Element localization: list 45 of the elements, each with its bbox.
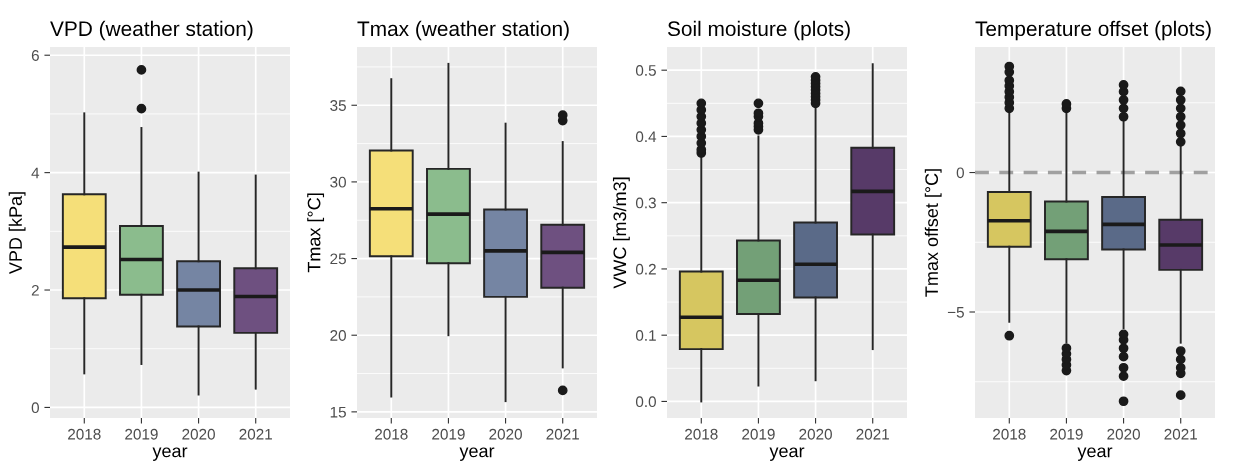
y-tick-label: 0.2 [635, 263, 656, 275]
y-axis-title: VPD [kPa] [8, 192, 26, 275]
y-tick-label: 0.1 [635, 330, 656, 341]
x-tick-label: 2019 [125, 428, 158, 440]
y-tick-label: 4 [31, 167, 40, 179]
chart-title: VPD (weather station) [50, 20, 253, 41]
x-tick-label: 2021 [856, 428, 889, 440]
y-tick-label: 35 [330, 100, 346, 111]
x-axis-title: year [459, 447, 495, 461]
y-tick-label: 20 [330, 330, 346, 341]
y-axis-title: VWC [m3/m3] [612, 177, 630, 289]
x-tick-label: 2019 [432, 428, 465, 440]
y-tick-label: 6 [31, 50, 39, 61]
x-tick-label: 2019 [742, 428, 775, 440]
chart-title: Tmax (weather station) [357, 20, 569, 41]
y-tick-label: 30 [330, 176, 346, 188]
x-tick-label: 2018 [993, 428, 1026, 440]
y-tick-label: −5 [947, 307, 964, 318]
y-axis-title: Tmax [°C] [307, 193, 325, 273]
y-tick-label: 0.4 [635, 131, 657, 143]
x-tick-label: 2019 [1050, 428, 1083, 440]
chart-title: Temperature offset (plots) [975, 20, 1211, 41]
x-tick-label: 2020 [1107, 428, 1140, 440]
y-tick-label: 0.5 [635, 65, 656, 76]
y-tick-label: 0.3 [635, 197, 656, 209]
x-axis-title: year [769, 447, 805, 461]
x-tick-label: 2021 [239, 428, 272, 440]
x-axis-title: year [152, 447, 188, 461]
y-axis-title: Tmax offset [°C] [924, 169, 942, 297]
y-tick-label: 15 [330, 406, 346, 418]
x-axis-title: year [1077, 447, 1113, 461]
x-tick-label: 2018 [375, 428, 408, 440]
y-tick-label: 2 [31, 284, 39, 296]
chart-title: Soil moisture (plots) [667, 20, 850, 41]
x-tick-label: 2020 [799, 428, 832, 440]
y-tick-label: 25 [330, 253, 346, 265]
x-tick-label: 2018 [68, 428, 101, 440]
y-tick-label: 0.0 [635, 396, 656, 408]
x-tick-label: 2021 [546, 428, 579, 440]
x-tick-label: 2020 [182, 428, 215, 440]
x-tick-label: 2020 [489, 428, 522, 440]
y-tick-label: 0 [31, 402, 39, 414]
y-tick-label: 0 [956, 167, 964, 179]
x-tick-label: 2021 [1164, 428, 1197, 440]
x-tick-label: 2018 [685, 428, 718, 440]
